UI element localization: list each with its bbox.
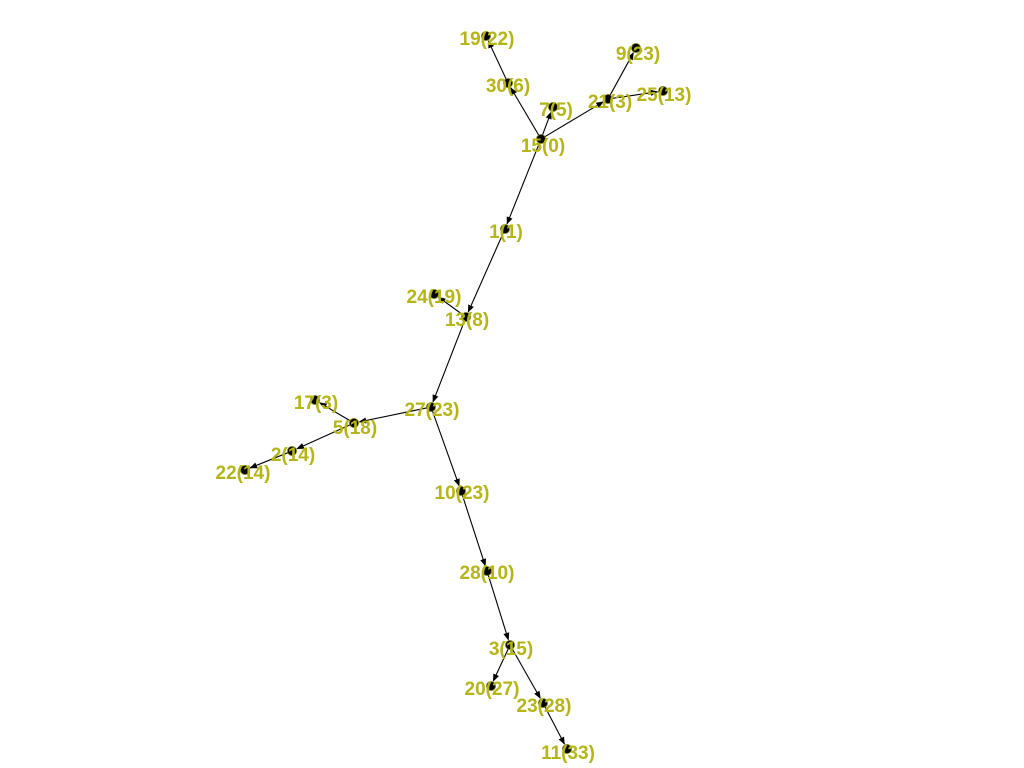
- node-label-28: 28(10): [460, 563, 515, 584]
- edge-2-to-22: [249, 452, 289, 469]
- node-label-20: 20(27): [465, 679, 520, 700]
- node-label-7: 7(5): [539, 100, 573, 121]
- node-17: [310, 395, 320, 405]
- edge-21-to-9: [609, 52, 634, 96]
- node-label-19: 19(22): [460, 29, 515, 50]
- node-25: [658, 86, 668, 96]
- edge-27-to-10: [431, 411, 460, 487]
- node-21: [603, 94, 613, 104]
- node-27: [426, 402, 436, 412]
- node-label-11: 11(33): [541, 743, 595, 764]
- node-label-23: 23(28): [517, 696, 572, 717]
- node-label-2: 2(14): [271, 445, 315, 466]
- edge-15-to-30: [510, 87, 540, 136]
- node-19: [481, 31, 491, 41]
- node-23: [538, 698, 548, 708]
- node-3: [505, 640, 515, 650]
- node-2: [287, 446, 297, 456]
- node-label-17: 17(3): [294, 393, 338, 414]
- node-7: [548, 102, 558, 112]
- edge-28-to-3: [487, 575, 510, 641]
- node-15: [536, 134, 546, 144]
- node-22: [240, 465, 250, 475]
- node-10: [456, 486, 466, 496]
- node-label-27: 27(23): [405, 400, 460, 421]
- node-label-30: 30(6): [486, 76, 530, 97]
- node-20: [486, 681, 496, 691]
- node-24: [429, 289, 439, 299]
- edge-15-to-1: [506, 142, 540, 225]
- node-11: [562, 744, 572, 754]
- node-30: [503, 78, 513, 88]
- node-label-13: 13(8): [445, 310, 489, 331]
- node-13: [461, 312, 471, 322]
- edge-13-to-24: [437, 296, 463, 315]
- node-label-25: 25(13): [637, 85, 692, 106]
- node-label-21: 21(3): [588, 92, 632, 113]
- node-label-22: 22(14): [216, 463, 271, 484]
- edge-10-to-28: [461, 495, 487, 567]
- edge-5-to-17: [319, 402, 351, 422]
- edge-21-to-25: [612, 89, 659, 99]
- node-1: [500, 224, 510, 234]
- node-label-1: 1(1): [489, 222, 523, 243]
- edge-5-to-2: [296, 424, 351, 450]
- node-label-5: 5(18): [333, 418, 377, 439]
- nodes-layer: [240, 31, 668, 754]
- node-9: [631, 43, 641, 53]
- node-label-10: 10(23): [435, 483, 490, 504]
- edge-1-to-13: [467, 232, 504, 313]
- edge-30-to-19: [487, 40, 507, 80]
- edges-layer: [249, 40, 659, 745]
- edge-3-to-20: [492, 648, 509, 682]
- node-label-9: 9(23): [616, 44, 660, 65]
- node-5: [349, 418, 359, 428]
- edge-23-to-11: [544, 706, 565, 745]
- edge-13-to-27: [432, 320, 465, 403]
- node-label-15: 15(0): [521, 136, 565, 157]
- edge-15-to-21: [544, 101, 604, 138]
- edge-3-to-23: [511, 648, 541, 699]
- labels-layer: 15(0) 19(22) 30(6) 7(5) 21(3) 9(23) 25(13) 1(1)…: [216, 29, 692, 764]
- node-label-3: 3(15): [489, 639, 533, 660]
- node-label-24: 24(19): [407, 287, 462, 308]
- edge-27-to-5: [358, 407, 427, 424]
- edge-15-to-7: [542, 111, 552, 135]
- node-28: [482, 566, 492, 576]
